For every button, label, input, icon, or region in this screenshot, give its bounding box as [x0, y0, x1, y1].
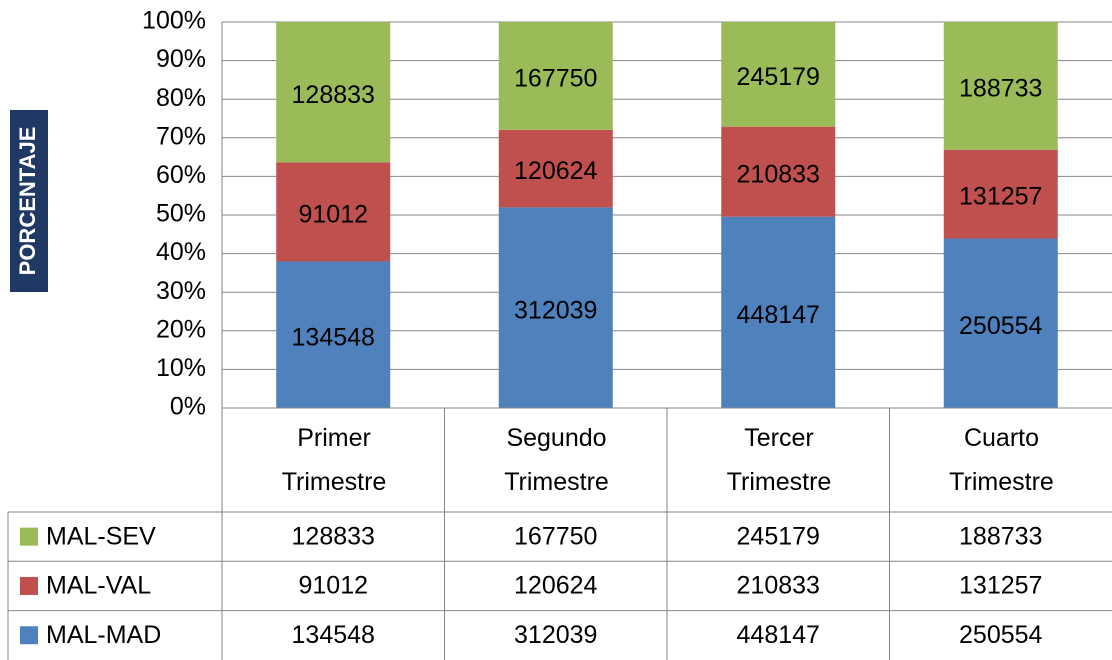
bar-segment	[721, 216, 836, 408]
y-axis-title-box	[10, 110, 48, 292]
y-tick-label: 90%	[156, 45, 206, 73]
data-label: 134548	[292, 323, 375, 351]
legend-label: MAL-VAL	[46, 572, 151, 600]
category-cell: Primer Trimestre	[222, 408, 445, 512]
y-tick-label: 60%	[156, 161, 206, 189]
y-tick-label: 20%	[156, 315, 206, 343]
data-label: 210833	[737, 160, 820, 188]
y-tick-label: 50%	[156, 200, 206, 228]
category-cell: Segundo Trimestre	[445, 408, 668, 512]
x-tick-label: Cuarto Trimestre	[949, 424, 1054, 496]
table-value: 312039	[514, 621, 597, 649]
data-label: 312039	[514, 296, 597, 324]
bar-segment	[943, 22, 1058, 150]
table-value: 128833	[292, 522, 375, 550]
data-label: 91012	[298, 200, 368, 228]
table-value: 448147	[737, 621, 820, 649]
bar-segment	[276, 162, 391, 262]
bar-segment	[721, 22, 836, 127]
y-axis-title: PORCENTAJE	[15, 127, 40, 276]
table-value: 91012	[298, 572, 368, 600]
table-value: 210833	[737, 572, 820, 600]
data-label: 131257	[959, 183, 1042, 211]
x-tick-label: Segundo Trimestre	[504, 424, 609, 496]
y-tick-label: 0%	[170, 393, 206, 421]
category-cell: Cuarto Trimestre	[890, 408, 1112, 512]
bar-segment	[943, 238, 1058, 408]
bar-segment	[943, 149, 1058, 239]
data-label: 128833	[292, 81, 375, 109]
legend-key	[20, 576, 38, 595]
table-value: 250554	[959, 621, 1043, 649]
table-value: 188733	[959, 522, 1042, 550]
y-tick-label: 80%	[156, 84, 206, 112]
data-label: 120624	[514, 157, 598, 185]
x-tick-label-box: Primer Trimestre	[222, 408, 445, 512]
y-tick-label: 100%	[142, 7, 206, 35]
data-label: 167750	[514, 65, 597, 93]
x-tick-label-box: Tercer Trimestre	[667, 408, 890, 512]
y-tick-label: 10%	[156, 354, 206, 382]
table-value: 131257	[959, 572, 1042, 600]
table-value: 134548	[292, 621, 375, 649]
bar-segment	[498, 22, 613, 130]
data-label: 188733	[959, 74, 1042, 102]
data-label: 448147	[737, 301, 820, 329]
legend-label: MAL-MAD	[46, 621, 161, 649]
bar-segment	[276, 22, 391, 163]
x-tick-label-box: Cuarto Trimestre	[890, 408, 1112, 512]
bar-segment	[498, 129, 613, 208]
legend-key	[20, 527, 38, 546]
legend-key	[20, 626, 38, 645]
legend-label: MAL-SEV	[46, 522, 156, 550]
bar-segment	[276, 261, 391, 408]
x-tick-label-box: Segundo Trimestre	[445, 408, 668, 512]
bar-segment	[721, 126, 836, 217]
y-tick-label: 70%	[156, 122, 206, 150]
table-value: 167750	[514, 522, 597, 550]
bar-segment	[498, 207, 613, 408]
table-value: 245179	[737, 522, 820, 550]
data-label: 250554	[959, 312, 1043, 340]
data-label: 245179	[737, 63, 820, 91]
x-tick-label: Primer Trimestre	[281, 424, 387, 496]
table-value: 120624	[514, 572, 598, 600]
y-tick-label: 30%	[156, 277, 206, 305]
x-tick-label: Tercer Trimestre	[726, 424, 832, 496]
category-cell: Tercer Trimestre	[667, 408, 890, 512]
y-tick-label: 40%	[156, 238, 206, 266]
